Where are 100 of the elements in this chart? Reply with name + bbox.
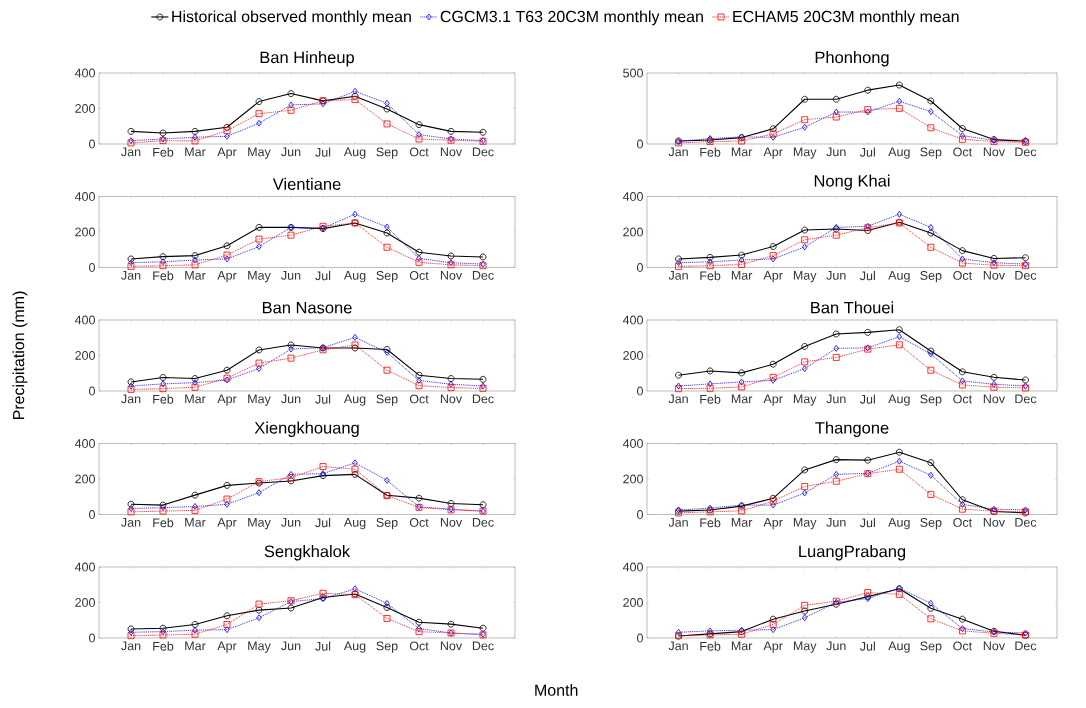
x-tick-label: Sep <box>376 147 398 159</box>
x-tick-label: Aug <box>888 394 910 406</box>
chart-title: Phonhong <box>815 51 889 67</box>
x-tick-label: Feb <box>700 641 721 651</box>
y-tick-label: 0 <box>89 386 95 396</box>
x-tick-label: Apr <box>217 271 237 283</box>
x-tick-label: Dec <box>472 394 494 404</box>
x-tick-label: Jul <box>315 394 331 404</box>
x-tick-label: Jul <box>859 271 875 281</box>
y-tick-label: 200 <box>623 227 643 237</box>
x-tick-label: Jun <box>281 641 301 651</box>
y-tick-label: 200 <box>623 351 643 360</box>
x-tick-label: Nov <box>440 271 463 280</box>
x-tick-label: Oct <box>953 271 973 280</box>
x-tick-label: May <box>248 641 271 653</box>
y-tick-label: 400 <box>622 562 643 572</box>
x-tick-label: Mar <box>185 518 206 527</box>
x-tick-label: Jun <box>281 147 301 157</box>
chart-title: Ban Nasone <box>262 301 352 314</box>
x-tick-label: Dec <box>472 271 494 280</box>
y-tick-label: 200 <box>75 351 95 360</box>
x-tick-label: Jan <box>668 394 688 404</box>
chart-title: Thangone <box>815 421 889 437</box>
chart-title: Ban Thouei <box>811 301 894 314</box>
y-tick-label: 400 <box>74 562 95 572</box>
x-tick-label: Dec <box>472 518 494 527</box>
x-tick-label: Nov <box>983 147 1005 157</box>
x-tick-label: Feb <box>153 641 174 651</box>
x-tick-label: Apr <box>763 518 783 530</box>
x-tick-label: Jun <box>281 518 301 527</box>
x-tick-label: Feb <box>700 394 721 404</box>
x-tick-label: Jun <box>826 271 846 280</box>
x-tick-label: Dec <box>1015 147 1037 157</box>
x-tick-label: May <box>793 641 817 653</box>
x-tick-label: Aug <box>343 641 366 653</box>
x-tick-label: Oct <box>409 518 429 527</box>
x-tick-label: Nov <box>983 518 1005 527</box>
x-tick-label: Jul <box>859 394 875 404</box>
x-tick-label: Oct <box>953 394 973 404</box>
x-tick-label: Feb <box>700 271 721 281</box>
y-tick-label: 400 <box>622 315 643 325</box>
x-tick-label: Aug <box>343 271 366 283</box>
x-tick-label: Jun <box>826 518 846 527</box>
x-tick-label: Jan <box>668 271 688 280</box>
x-axis-title: Month <box>535 684 578 696</box>
y-tick-label: 400 <box>74 315 95 325</box>
x-tick-label: Feb <box>700 147 721 157</box>
chart-title: LuangPrabang <box>799 545 906 561</box>
x-tick-label: May <box>793 518 817 530</box>
x-tick-label: Dec <box>1015 394 1037 404</box>
x-tick-label: Dec <box>1015 271 1037 280</box>
x-tick-label: Nov <box>440 518 463 527</box>
y-tick-label: 200 <box>75 104 95 113</box>
x-tick-label: Aug <box>888 518 910 530</box>
x-tick-label: Jan <box>121 518 141 527</box>
x-tick-label: Sep <box>920 147 942 159</box>
x-tick-label: Jan <box>121 641 141 651</box>
y-tick-label: 200 <box>75 227 95 237</box>
y-tick-label: 400 <box>74 439 95 448</box>
x-tick-label: Nov <box>440 394 463 404</box>
x-tick-label: Feb <box>153 271 174 281</box>
x-tick-label: Feb <box>700 518 721 528</box>
y-axis-title: Precipitation (mm) <box>12 291 28 420</box>
x-tick-label: Aug <box>888 147 910 159</box>
legend-label: CGCM3.1 T63 20C3M monthly mean <box>440 10 703 26</box>
x-tick-label: Mar <box>185 271 206 280</box>
y-tick-label: 0 <box>637 263 643 272</box>
x-tick-label: Mar <box>731 641 753 651</box>
legend-label: Historical observed monthly mean <box>172 10 411 26</box>
x-tick-label: Aug <box>343 394 366 406</box>
x-tick-label: Feb <box>153 394 174 404</box>
x-tick-label: Jul <box>859 641 875 651</box>
x-tick-label: Mar <box>731 394 753 404</box>
x-tick-label: Jun <box>826 147 846 157</box>
x-tick-label: May <box>248 394 271 406</box>
y-tick-label: 400 <box>622 439 643 448</box>
y-tick-label: 200 <box>623 598 643 607</box>
y-tick-label: 200 <box>623 474 643 484</box>
x-tick-label: Nov <box>983 271 1005 280</box>
x-tick-label: Aug <box>888 641 910 653</box>
x-tick-label: Sep <box>920 518 942 530</box>
x-tick-label: Dec <box>472 147 494 157</box>
x-tick-label: Jan <box>121 271 141 280</box>
x-tick-label: Mar <box>731 518 753 527</box>
x-tick-label: Apr <box>217 394 237 406</box>
x-tick-label: Jun <box>826 394 846 404</box>
x-tick-label: Sep <box>376 394 398 406</box>
chart-title: Xiengkhouang <box>254 421 359 437</box>
x-tick-label: Jun <box>281 394 301 404</box>
x-tick-label: Oct <box>953 147 973 157</box>
y-tick-label: 500 <box>623 68 643 78</box>
x-tick-label: Nov <box>983 641 1005 651</box>
x-tick-label: Jul <box>315 518 331 528</box>
x-tick-label: Dec <box>1015 641 1037 651</box>
x-tick-label: Jan <box>121 147 141 157</box>
x-tick-label: Apr <box>217 147 237 159</box>
x-tick-label: Nov <box>440 641 463 651</box>
chart-title: Nong Khai <box>814 174 890 190</box>
y-tick-label: 0 <box>637 510 643 519</box>
y-tick-label: 0 <box>89 263 95 272</box>
